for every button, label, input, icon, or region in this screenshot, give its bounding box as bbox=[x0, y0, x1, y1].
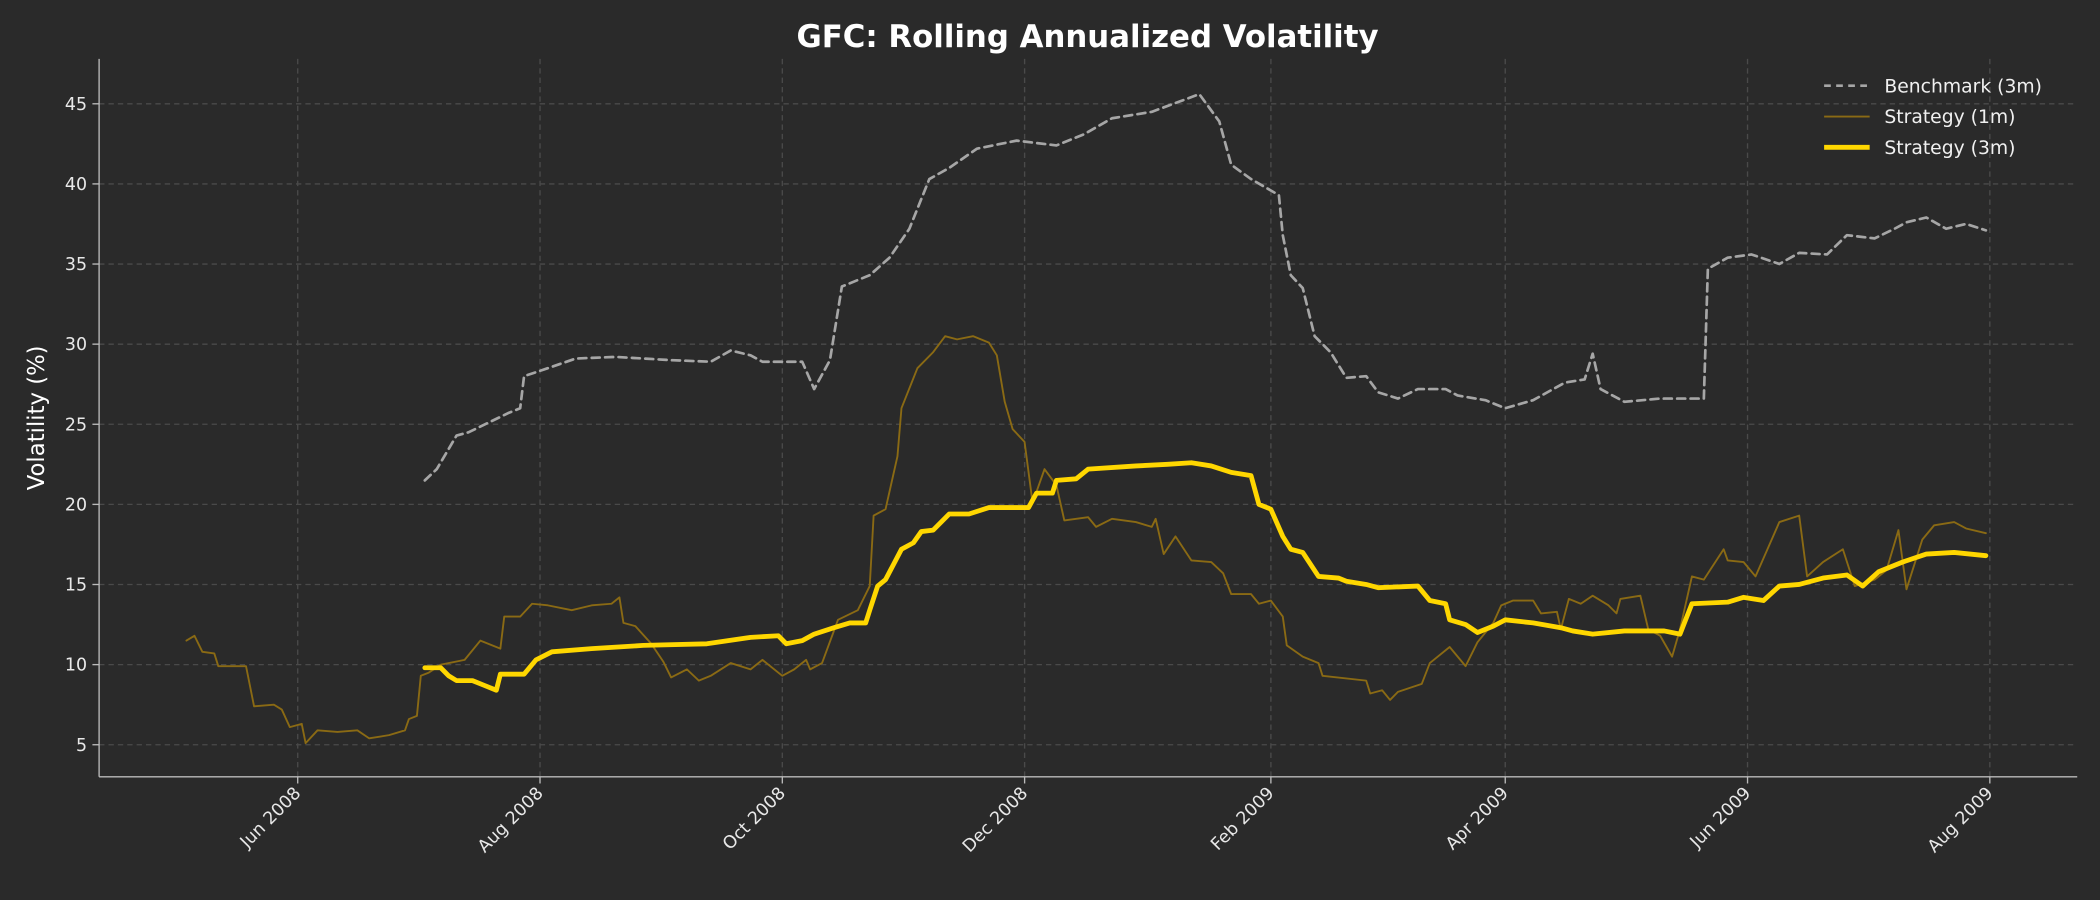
y-tick-label: 5 bbox=[76, 736, 87, 756]
y-tick-label: 40 bbox=[65, 175, 87, 195]
y-tick-label: 45 bbox=[65, 95, 87, 115]
y-tick-label: 15 bbox=[65, 576, 87, 596]
y-tick-label: 30 bbox=[65, 335, 87, 355]
y-tick-label: 25 bbox=[65, 415, 87, 435]
y-tick-label: 35 bbox=[65, 255, 87, 275]
y-axis-label: Volatility (%) bbox=[24, 345, 50, 490]
series-line-strategy-1m bbox=[185, 335, 1987, 745]
series-layer bbox=[185, 92, 1989, 745]
chart-title: GFC: Rolling Annualized Volatility bbox=[796, 19, 1378, 55]
legend-label: Benchmark (3m) bbox=[1884, 76, 2042, 97]
series-strategy-1m bbox=[185, 335, 1987, 745]
y-tick-label: 10 bbox=[65, 656, 87, 676]
legend: Benchmark (3m) Strategy (1m) Strategy (3m) bbox=[1824, 76, 2042, 159]
y-tick-label: 20 bbox=[65, 495, 87, 515]
series-benchmark-3m bbox=[423, 92, 1988, 482]
legend-label: Strategy (3m) bbox=[1884, 138, 2015, 159]
series-strategy-3m bbox=[422, 460, 1989, 693]
series-line-strategy-3m bbox=[422, 460, 1989, 693]
grid bbox=[99, 58, 2078, 777]
legend-label: Strategy (1m) bbox=[1884, 107, 2015, 128]
series-line-benchmark-3m bbox=[423, 92, 1988, 482]
